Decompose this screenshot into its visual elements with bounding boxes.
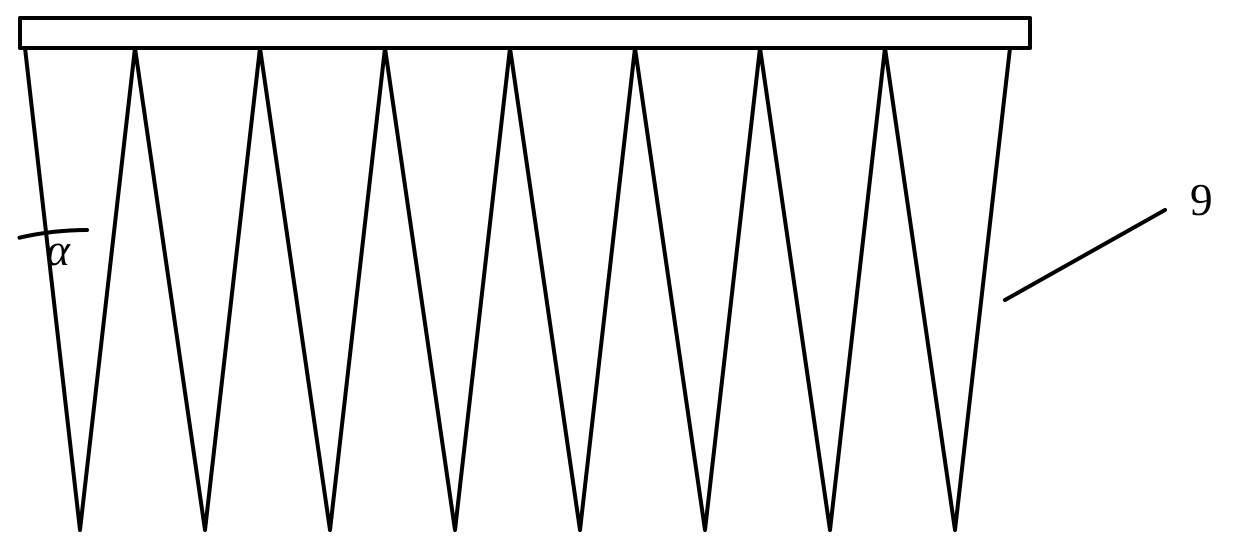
sawtooth	[25, 48, 1010, 530]
angle-label: α	[46, 225, 71, 275]
header-bar	[20, 18, 1030, 48]
callout-line	[1005, 210, 1165, 300]
callout-label: 9	[1190, 175, 1213, 225]
comb-diagram: α9	[0, 0, 1240, 551]
